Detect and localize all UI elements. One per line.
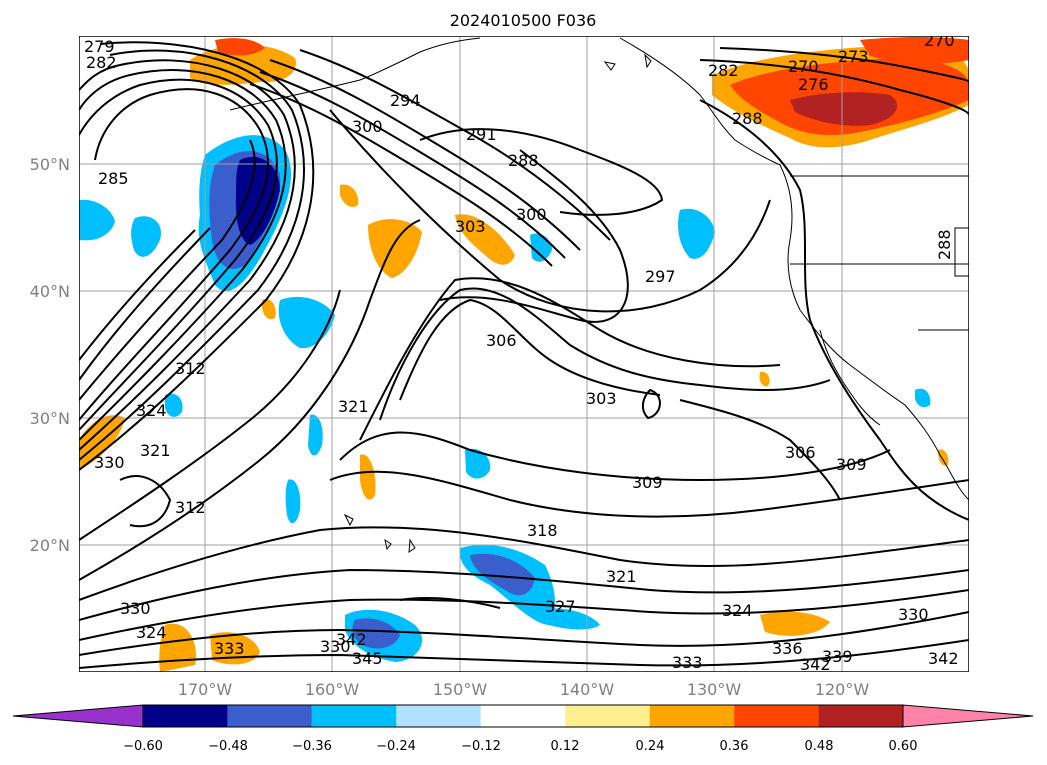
colorbar-segment: [649, 705, 735, 727]
contour-label: 282: [708, 61, 739, 80]
contour-label: 321: [140, 441, 171, 460]
contour-label: 330: [320, 637, 351, 656]
colorbar-tick-label: −0.48: [208, 739, 248, 754]
colorbar-tick-label: 0.24: [636, 739, 665, 754]
contour-label: 306: [785, 443, 816, 462]
contour-label: 288: [935, 229, 954, 260]
colorbar-tick-label: −0.24: [376, 739, 416, 754]
contour-label: 330: [898, 605, 929, 624]
contour-label: 324: [136, 623, 167, 642]
coastlines: [229, 37, 969, 553]
colorbar-tick-label: 0.48: [805, 739, 834, 754]
colorbar-segment: [227, 705, 312, 727]
lon-label-150w: 150°W: [433, 680, 488, 699]
lat-label-30n: 30°N: [30, 409, 70, 428]
contour-label: 318: [527, 521, 558, 540]
colorbar-segment: [396, 705, 481, 727]
colorbar-segment: [143, 705, 228, 727]
contour-label: 330: [120, 599, 151, 618]
colorbar-segment: [734, 705, 819, 727]
contour-label: 270: [788, 57, 819, 76]
colorbar-ticks: −0.60 −0.48 −0.36 −0.24 −0.12 0.12 0.24 …: [123, 739, 917, 754]
contour-label: 330: [94, 453, 125, 472]
contour-label: 342: [800, 655, 831, 674]
lat-label-20n: 20°N: [30, 536, 70, 555]
contour-labels: 279 282 294 300 291 288 285 303 300 297 …: [84, 31, 959, 674]
contour-label: 294: [390, 91, 421, 110]
contour-label: 342: [928, 649, 959, 668]
contour-label: 303: [586, 389, 617, 408]
colorbar-tick-label: 0.36: [720, 739, 749, 754]
colorbar-segment: [818, 705, 903, 727]
contour-label: 297: [645, 267, 676, 286]
lon-label-140w: 140°W: [560, 680, 615, 699]
colorbar-tick-label: −0.12: [461, 739, 501, 754]
graticule: [79, 36, 969, 672]
contour-label: 324: [136, 401, 167, 420]
contour-label: 270: [924, 31, 955, 50]
contour-label: 333: [214, 639, 245, 658]
contour-label: 333: [672, 653, 703, 672]
contour-label: 324: [722, 601, 753, 620]
contour-label: 282: [86, 53, 117, 72]
lon-label-120w: 120°W: [815, 680, 870, 699]
colorbar-segment: [311, 705, 397, 727]
colorbar-segment: [565, 705, 650, 727]
lon-label-130w: 130°W: [687, 680, 742, 699]
contour-label: 288: [508, 151, 539, 170]
contour-label: 300: [516, 205, 547, 224]
lon-label-170w: 170°W: [178, 680, 233, 699]
colorbar-tick-label: −0.36: [292, 739, 332, 754]
contour-label: 312: [175, 498, 206, 517]
contour-label: 303: [455, 217, 486, 236]
contour-label: 288: [732, 109, 763, 128]
contour-label: 291: [466, 125, 497, 144]
lon-label-160w: 160°W: [305, 680, 360, 699]
contour-label: 336: [772, 639, 803, 658]
contour-label: 345: [352, 649, 383, 668]
contour-label: 279: [84, 37, 115, 56]
positive-anomaly-fills: [79, 37, 969, 672]
colorbar-tick-label: 0.60: [889, 739, 918, 754]
contour-label: 276: [798, 75, 829, 94]
contour-label: 339: [822, 647, 853, 666]
longitude-axis: 170°W 160°W 150°W 140°W 130°W 120°W: [178, 680, 870, 699]
lat-label-40n: 40°N: [30, 282, 70, 301]
contour-label: 285: [98, 169, 129, 188]
latitude-axis: 50°N 40°N 30°N 20°N: [30, 155, 70, 555]
height-contours: [79, 41, 969, 669]
contour-label: 273: [838, 47, 869, 66]
contour-label: 312: [175, 359, 206, 378]
map-panel: 279 282 294 300 291 288 285 303 300 297 …: [79, 31, 969, 674]
contour-label: 327: [545, 597, 576, 616]
contour-label: 321: [338, 397, 369, 416]
colorbar-extend-low: [12, 704, 144, 728]
contour-label: 300: [352, 117, 383, 136]
colorbar-tick-label: −0.60: [123, 739, 163, 754]
colorbar-segments: [12, 704, 1034, 728]
colorbar: −0.60 −0.48 −0.36 −0.24 −0.12 0.12 0.24 …: [12, 704, 1034, 754]
lat-label-50n: 50°N: [30, 155, 70, 174]
contour-label: 309: [836, 455, 867, 474]
colorbar-segment: [480, 705, 566, 727]
contour-label: 309: [632, 473, 663, 492]
contour-label: 321: [606, 567, 637, 586]
contour-label: 306: [486, 331, 517, 350]
map-title: 2024010500 F036: [450, 11, 597, 30]
colorbar-extend-high: [902, 704, 1034, 728]
colorbar-frame: [142, 704, 904, 728]
colorbar-tick-label: 0.12: [551, 739, 580, 754]
contour-label: 342: [336, 630, 367, 649]
